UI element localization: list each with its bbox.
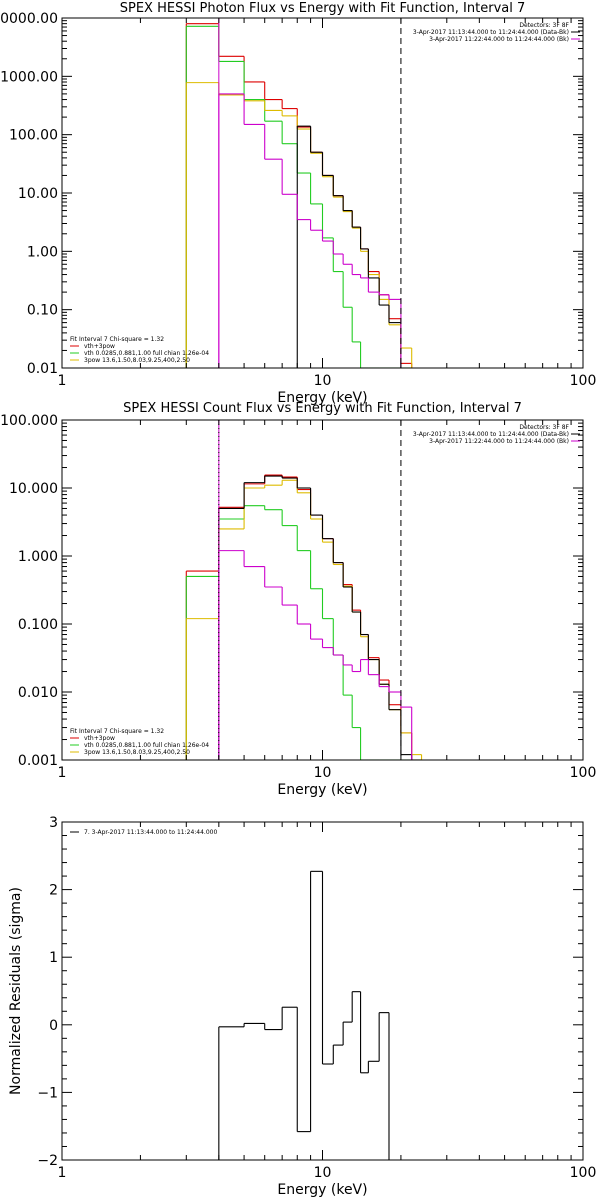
- x-axis-label: Energy (keV): [277, 1182, 367, 1198]
- x-tick-label: 10: [314, 1165, 332, 1181]
- x-tick-label: 100: [570, 1165, 597, 1181]
- series-vth: [185, 25, 412, 368]
- legend-left-entry: 3pow 13.6,1.50,8.03,9.25,400,2.50: [84, 357, 190, 364]
- series-bk: [218, 93, 402, 368]
- legend-left-entry: Fit Interval 7 Chi-square = 1.32: [70, 728, 164, 735]
- y-tick-label: 1.000: [18, 549, 58, 565]
- y-tick-label: 1.00: [27, 244, 58, 260]
- x-tick-label: 100: [570, 373, 597, 389]
- y-tick-label: 3: [49, 815, 58, 831]
- plot-frame: [61, 17, 584, 369]
- chart-title: SPEX HESSI Photon Flux vs Energy with Fi…: [120, 1, 526, 16]
- x-tick-label: 1: [58, 765, 67, 781]
- y-tick-label: 100.000: [0, 413, 58, 429]
- y-tick-label: 0: [49, 1018, 58, 1034]
- x-tick-label: 1: [58, 373, 67, 389]
- series-bk: [218, 550, 413, 760]
- x-tick-label: 10: [314, 765, 332, 781]
- legend-right-entry: Detectors: 3F 8F: [519, 424, 569, 431]
- y-tick-label: 10.000: [9, 481, 58, 497]
- y-axis-label: Normalized Residuals (sigma): [8, 887, 24, 1095]
- series-vth-3pow: [185, 23, 413, 368]
- legend-left-entry: vth+3pow: [84, 343, 115, 350]
- x-tick-label: 1: [58, 1165, 67, 1181]
- y-tick-label: 0.100: [18, 617, 58, 633]
- y-tick-label: −2: [37, 1153, 58, 1169]
- x-tick-label: 100: [570, 765, 597, 781]
- series-7-3-apr-2017-11-13-44-000-to-11-24-44-000: [218, 870, 390, 1160]
- legend-left-entry: 7. 3-Apr-2017 11:13:44.000 to 11:24:44.0…: [84, 829, 217, 836]
- y-tick-label: 100.00: [9, 128, 58, 144]
- y-tick-label: 1: [49, 950, 58, 966]
- y-tick-label: 0.001: [18, 753, 58, 769]
- plot-data-area: [218, 870, 390, 1160]
- y-tick-label: −1: [37, 1085, 58, 1101]
- series-3pow: [185, 479, 423, 760]
- y-tick-label: 0.010: [18, 685, 58, 701]
- chart-panel-3: 1 10 100 −2 −1 0 1 2 3 Energy (keV) Normalized Res…: [8, 815, 596, 1198]
- series-3pow: [185, 82, 413, 368]
- y-tick-label: 10.00: [18, 186, 58, 202]
- legend-right-entry: Detectors: 3F 8F: [519, 22, 569, 29]
- legend-left-entry: vth 0.0285,0.881,1.00 full chian 1.26e-0…: [84, 742, 209, 749]
- legend-right-entry: 3-Apr-2017 11:13:44.000 to 11:24:44.000 …: [413, 29, 569, 36]
- x-tick-label: 10: [314, 373, 332, 389]
- series-vth: [185, 505, 422, 760]
- y-tick-label: 1000.00: [0, 69, 58, 85]
- legend-right-entry: 3-Apr-2017 11:13:44.000 to 11:24:44.000 …: [413, 431, 569, 438]
- y-tick-label: 10000.00: [0, 11, 58, 27]
- plot-data-area: [185, 420, 423, 760]
- chart-panel-2: 1 10 100 0.001 0.010 0.100 1.000 10.000 100.000 S…: [0, 401, 596, 798]
- legend-left-entry: vth+3pow: [84, 735, 115, 742]
- legend-left-entry: Fit Interval 7 Chi-square = 1.32: [70, 336, 164, 343]
- chart-title: SPEX HESSI Count Flux vs Energy with Fit…: [123, 401, 522, 416]
- legend-right-entry: 3-Apr-2017 11:22:44.000 to 11:24:44.000 …: [429, 438, 569, 445]
- y-tick-label: 2: [49, 883, 58, 899]
- legend-right-entry: 3-Apr-2017 11:22:44.000 to 11:24:44.000 …: [429, 36, 569, 43]
- legend-left-entry: 3pow 13.6,1.50,8.03,9.25,400,2.50: [84, 749, 190, 756]
- y-tick-label: 0.10: [27, 303, 58, 319]
- series-data-bk: [296, 125, 402, 368]
- series-vth-3pow: [185, 474, 422, 760]
- legend-left-entry: vth 0.0285,0.881,1.00 full chian 1.26e-0…: [84, 350, 209, 357]
- x-axis-label: Energy (keV): [277, 782, 367, 798]
- plot-data-area: [185, 18, 413, 368]
- y-tick-label: 0.01: [27, 361, 58, 377]
- x-axis-label: Energy (keV): [277, 390, 367, 406]
- chart-panel-1: 1 10 100 0.01 0.10 1.00 10.00 100.00 1000.00 1000…: [0, 1, 596, 406]
